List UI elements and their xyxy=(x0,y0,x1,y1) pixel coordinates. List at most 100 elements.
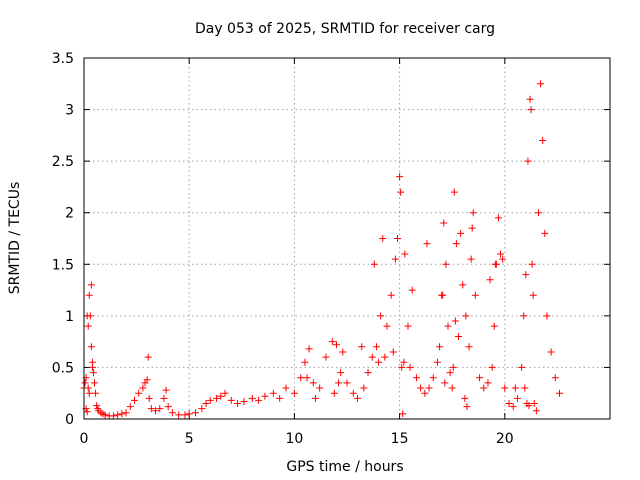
x-tick-label: 15 xyxy=(391,431,409,447)
chart-title: Day 053 of 2025, SRMTID for receiver car… xyxy=(195,21,495,37)
data-point xyxy=(93,402,101,410)
data-point xyxy=(343,379,351,387)
data-point xyxy=(521,384,529,392)
data-point xyxy=(480,384,488,392)
data-point xyxy=(126,403,134,411)
data-point xyxy=(83,408,91,416)
data-point xyxy=(145,394,153,402)
data-point xyxy=(311,394,319,402)
data-point xyxy=(433,358,441,366)
data-point xyxy=(372,343,380,351)
data-point xyxy=(227,396,235,404)
data-point xyxy=(88,363,96,371)
data-point xyxy=(89,369,97,377)
data-point xyxy=(185,410,193,418)
data-point xyxy=(397,188,405,196)
y-tick-label: 1.5 xyxy=(52,257,74,273)
data-point xyxy=(381,353,389,361)
data-point xyxy=(412,374,420,382)
data-point xyxy=(522,271,530,279)
data-point xyxy=(469,209,477,217)
data-point xyxy=(529,291,537,299)
data-point xyxy=(143,376,151,384)
data-point xyxy=(316,384,324,392)
data-point xyxy=(436,343,444,351)
data-point xyxy=(335,379,343,387)
data-point xyxy=(541,229,549,237)
data-point xyxy=(87,343,95,351)
data-point xyxy=(130,396,138,404)
data-point xyxy=(468,224,476,232)
x-tick-label: 10 xyxy=(285,431,303,447)
data-point xyxy=(484,379,492,387)
data-point xyxy=(448,384,456,392)
y-tick-label: 0.5 xyxy=(52,360,74,376)
data-point xyxy=(135,389,143,397)
data-point xyxy=(152,407,160,415)
data-point xyxy=(206,396,214,404)
data-point xyxy=(217,392,225,400)
data-point xyxy=(423,240,431,248)
data-point xyxy=(505,400,513,408)
data-point xyxy=(85,291,93,299)
data-point xyxy=(465,343,473,351)
data-point xyxy=(261,392,269,400)
data-point xyxy=(451,317,459,325)
data-point xyxy=(109,412,117,420)
data-point xyxy=(387,291,395,299)
data-point xyxy=(499,255,507,263)
data-point xyxy=(462,312,470,320)
data-point xyxy=(297,374,305,382)
data-point xyxy=(202,400,210,408)
data-point xyxy=(450,188,458,196)
data-point xyxy=(463,403,471,411)
x-axis-label: GPS time / hours xyxy=(286,459,403,475)
data-point xyxy=(543,312,551,320)
data-point xyxy=(389,348,397,356)
data-point xyxy=(539,137,547,145)
data-point xyxy=(368,353,376,361)
data-point xyxy=(401,250,409,258)
y-tick-label: 1 xyxy=(65,309,74,325)
data-point xyxy=(276,394,284,402)
data-point xyxy=(551,374,559,382)
data-point xyxy=(528,260,536,268)
data-point xyxy=(147,405,155,413)
data-point xyxy=(527,106,535,114)
data-point xyxy=(160,394,168,402)
data-point xyxy=(520,312,528,320)
data-point xyxy=(417,384,425,392)
data-point xyxy=(393,235,401,242)
data-point xyxy=(377,312,385,320)
data-point xyxy=(156,405,164,413)
data-point xyxy=(467,255,475,263)
y-tick-label: 2 xyxy=(65,206,74,222)
data-point xyxy=(181,411,189,419)
data-point xyxy=(358,343,366,351)
data-point xyxy=(547,348,555,356)
data-point xyxy=(339,348,347,356)
data-point xyxy=(87,281,95,289)
data-point xyxy=(91,379,99,387)
data-point xyxy=(441,379,449,387)
data-point xyxy=(486,276,494,284)
data-point xyxy=(139,384,147,392)
data-point xyxy=(471,291,479,299)
data-point xyxy=(408,286,416,294)
data-point xyxy=(455,332,463,340)
data-point xyxy=(490,322,498,330)
data-point xyxy=(301,358,309,366)
y-tick-label: 3.5 xyxy=(52,51,74,67)
data-point xyxy=(81,379,89,387)
data-point xyxy=(84,322,92,330)
plot-frame xyxy=(83,57,611,420)
data-point xyxy=(309,379,317,387)
data-point xyxy=(461,394,469,402)
data-point xyxy=(84,384,92,392)
data-point xyxy=(444,322,452,330)
data-point xyxy=(449,363,457,371)
data-point xyxy=(92,389,100,397)
data-point xyxy=(396,173,404,181)
data-point xyxy=(440,219,448,227)
